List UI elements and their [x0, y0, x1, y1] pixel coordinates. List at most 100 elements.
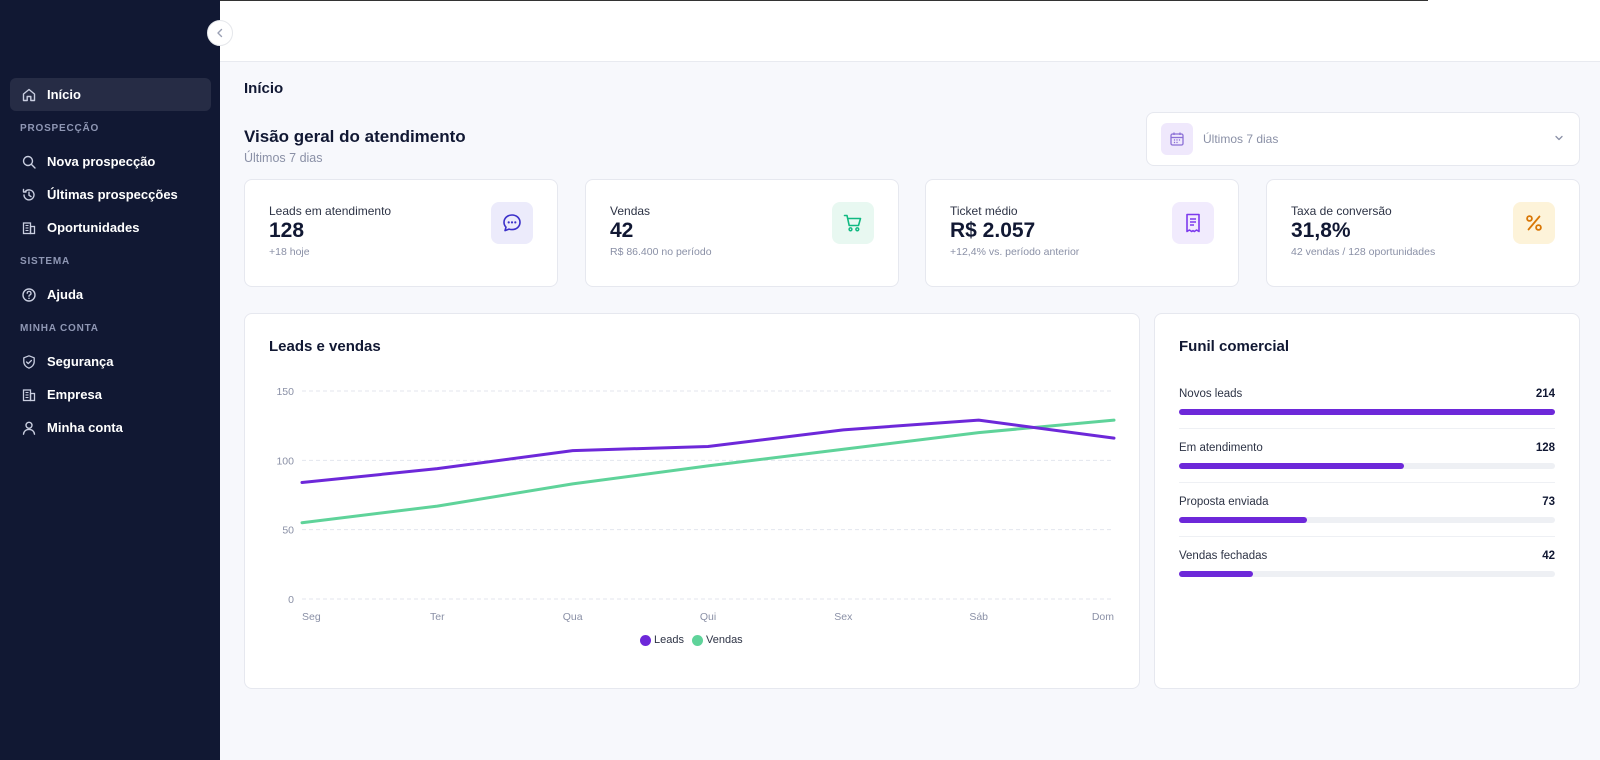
home-icon	[21, 87, 37, 103]
sidebar-item-label: Segurança	[47, 354, 114, 369]
funnel-divider	[1179, 482, 1555, 483]
sidebar-item-label: Minha conta	[47, 420, 123, 435]
user-icon	[21, 420, 37, 436]
kpi-card: Ticket médio R$ 2.057 +12,4% vs. período a…	[925, 179, 1239, 287]
funnel-progress-track	[1179, 463, 1555, 469]
funnel-progress-track	[1179, 571, 1555, 577]
leads-sales-line-chart: 0 50 100 150 Seg Ter Qua Qui Sex Sáb Dom	[276, 386, 1116, 623]
legend-swatch	[640, 634, 651, 646]
help-icon	[21, 287, 37, 303]
building-icon	[21, 387, 37, 403]
sidebar-item-label: Últimas prospecções	[47, 187, 178, 202]
funnel-progress-fill	[1179, 463, 1404, 469]
funnel-progress-fill	[1179, 571, 1253, 577]
kpi-card: Vendas 42 R$ 86.400 no período	[585, 179, 899, 287]
funnel-title: Funil comercial	[1179, 338, 1290, 355]
sidebar-nav: Início PROSPECÇÃO Nova prospecção Últimas p…	[10, 78, 211, 444]
funnel-row-label: Em atendimento	[1179, 442, 1263, 454]
legend-label: Leads	[654, 634, 684, 646]
chart-legend: Leads Vendas	[640, 634, 751, 646]
sidebar-item-oportunidades[interactable]: Oportunidades	[10, 211, 211, 244]
legend-label: Vendas	[705, 634, 743, 646]
sidebar-item-label: Início	[47, 87, 81, 102]
funnel-row-label: Vendas fechadas	[1179, 550, 1268, 562]
history-icon	[21, 187, 37, 203]
kpi-subtext: 42 vendas / 128 oportunidades	[1291, 246, 1436, 258]
building-icon	[21, 220, 37, 236]
kpi-label: Ticket médio	[950, 204, 1018, 218]
kpi-label: Leads em atendimento	[269, 204, 392, 218]
sidebar-item-ultimas-prospeccoes[interactable]: Últimas prospecções	[10, 178, 211, 211]
sidebar-item-minha-conta[interactable]: Minha conta	[10, 411, 211, 444]
x-tick-label: Ter	[430, 611, 445, 623]
search-icon	[21, 154, 37, 170]
funnel-row-value: 42	[1542, 550, 1555, 562]
sidebar-item-ajuda[interactable]: Ajuda	[10, 278, 211, 311]
funnel-progress-track	[1179, 409, 1555, 415]
chat-icon	[491, 202, 533, 244]
legend-item: Leads	[640, 634, 684, 646]
sidebar-item-label: Ajuda	[47, 287, 84, 302]
topbar-divider	[220, 0, 1428, 1]
receipt-icon	[1172, 202, 1214, 244]
sidebar: Início PROSPECÇÃO Nova prospecção Últimas p…	[0, 0, 220, 760]
kpi-subtext: +12,4% vs. período anterior	[950, 246, 1080, 258]
y-tick-label: 100	[276, 455, 294, 467]
funnel-divider	[1179, 536, 1555, 537]
sidebar-item-label: Nova prospecção	[47, 154, 156, 169]
funnel-row-label: Novos leads	[1179, 388, 1243, 400]
x-tick-label: Sáb	[969, 611, 988, 623]
x-tick-label: Qui	[700, 611, 716, 623]
sidebar-item-label: Empresa	[47, 387, 102, 402]
legend-item: Vendas	[691, 634, 743, 646]
sidebar-item-nova-prospeccao[interactable]: Nova prospecção	[10, 145, 211, 178]
y-tick-label: 50	[282, 525, 294, 537]
chevron-down-icon	[1555, 135, 1563, 141]
funnel-progress-track	[1179, 517, 1555, 523]
page-title: Visão geral do atendimento	[244, 127, 466, 146]
sidebar-item-seguranca[interactable]: Segurança	[10, 345, 211, 378]
leads-sales-chart-card: Leads e vendas	[244, 313, 1140, 689]
kpi-card: Taxa de conversão 31,8% 42 vendas / 128 op…	[1266, 179, 1580, 287]
funnel-row-value: 73	[1542, 496, 1555, 508]
cart-icon	[832, 202, 874, 244]
period-select[interactable]: Últimos 7 dias	[1146, 112, 1580, 166]
sales-funnel-card: Funil comercial Novos leads 214 Em atendim…	[1154, 313, 1580, 689]
kpi-label: Taxa de conversão	[1291, 204, 1392, 218]
shield-icon	[21, 354, 37, 370]
period-select-value: Últimos 7 dias	[1203, 132, 1279, 146]
kpi-label: Vendas	[610, 204, 651, 218]
funnel-row-value: 214	[1535, 388, 1555, 400]
funnel-progress-fill	[1179, 517, 1308, 523]
topbar	[220, 0, 1600, 62]
sidebar-section-label: PROSPECÇÃO	[20, 122, 100, 134]
x-tick-label: Seg	[302, 611, 321, 623]
sidebar-collapse-button[interactable]	[207, 20, 233, 46]
kpi-value: 31,8%	[1291, 219, 1351, 242]
kpi-card: Leads em atendimento 128 +18 hoje	[244, 179, 558, 287]
kpi-subtext: +18 hoje	[269, 246, 310, 258]
kpi-subtext: R$ 86.400 no período	[610, 246, 712, 258]
chart-title: Leads e vendas	[269, 338, 381, 355]
kpi-value: 42	[610, 219, 634, 242]
funnel-progress-fill	[1179, 409, 1555, 415]
kpi-value: 128	[269, 219, 305, 242]
sidebar-section-label: MINHA CONTA	[20, 322, 99, 334]
sidebar-item-label: Oportunidades	[47, 220, 140, 235]
legend-swatch	[691, 634, 703, 646]
sidebar-item-inicio[interactable]: Início	[10, 78, 211, 111]
funnel-row-value: 128	[1535, 442, 1555, 454]
chevron-left-icon	[217, 28, 223, 38]
x-tick-label: Qua	[563, 611, 583, 623]
series-line-leads	[300, 418, 1116, 485]
sidebar-section-label: SISTEMA	[20, 255, 71, 267]
y-tick-label: 0	[288, 594, 294, 606]
x-tick-label: Sex	[834, 611, 853, 623]
funnel-row-label: Proposta enviada	[1179, 496, 1269, 508]
x-tick-label: Dom	[1092, 611, 1114, 623]
percent-icon	[1513, 202, 1555, 244]
funnel-divider	[1179, 428, 1555, 429]
calendar-icon	[1161, 123, 1193, 155]
sidebar-item-empresa[interactable]: Empresa	[10, 378, 211, 411]
kpi-value: R$ 2.057	[950, 219, 1036, 242]
